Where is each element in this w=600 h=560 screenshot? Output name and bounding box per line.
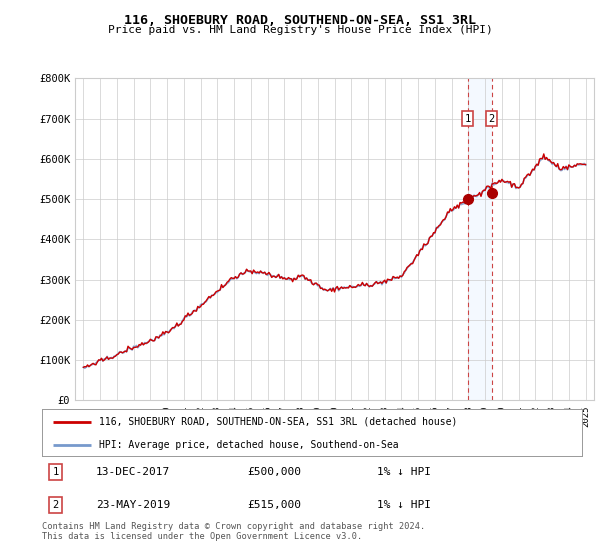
Text: 1% ↓ HPI: 1% ↓ HPI bbox=[377, 500, 431, 510]
Text: Price paid vs. HM Land Registry's House Price Index (HPI): Price paid vs. HM Land Registry's House … bbox=[107, 25, 493, 35]
Text: 23-MAY-2019: 23-MAY-2019 bbox=[96, 500, 170, 510]
Text: £500,000: £500,000 bbox=[247, 467, 301, 477]
Text: 13-DEC-2017: 13-DEC-2017 bbox=[96, 467, 170, 477]
Text: 116, SHOEBURY ROAD, SOUTHEND-ON-SEA, SS1 3RL (detached house): 116, SHOEBURY ROAD, SOUTHEND-ON-SEA, SS1… bbox=[98, 417, 457, 427]
Text: 1: 1 bbox=[52, 467, 59, 477]
Text: 2: 2 bbox=[52, 500, 59, 510]
Bar bbox=[467, 78, 491, 400]
Text: 2: 2 bbox=[488, 114, 494, 124]
Text: £515,000: £515,000 bbox=[247, 500, 301, 510]
Text: 1% ↓ HPI: 1% ↓ HPI bbox=[377, 467, 431, 477]
Text: HPI: Average price, detached house, Southend-on-Sea: HPI: Average price, detached house, Sout… bbox=[98, 440, 398, 450]
Text: 116, SHOEBURY ROAD, SOUTHEND-ON-SEA, SS1 3RL: 116, SHOEBURY ROAD, SOUTHEND-ON-SEA, SS1… bbox=[124, 14, 476, 27]
Text: Contains HM Land Registry data © Crown copyright and database right 2024.
This d: Contains HM Land Registry data © Crown c… bbox=[42, 522, 425, 542]
Text: 1: 1 bbox=[464, 114, 471, 124]
